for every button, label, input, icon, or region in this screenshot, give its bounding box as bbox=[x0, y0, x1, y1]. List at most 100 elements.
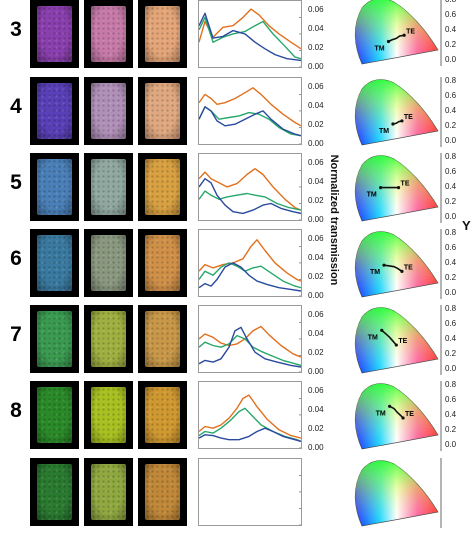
green-series-line bbox=[199, 334, 301, 367]
color-swatch bbox=[145, 387, 180, 443]
swatch-texture bbox=[145, 83, 180, 139]
blue-series-line bbox=[199, 262, 301, 292]
swatch-texture bbox=[91, 83, 126, 139]
te-point bbox=[400, 269, 404, 273]
swatch-texture bbox=[37, 311, 72, 367]
color-swatch-tile bbox=[138, 153, 187, 221]
transmission-spectrum-plot bbox=[198, 153, 302, 221]
blue-series-line bbox=[199, 427, 301, 443]
tm-label: TM bbox=[374, 45, 384, 52]
transmission-spectrum-plot bbox=[198, 381, 302, 449]
cie-tick-label: 0.6 bbox=[445, 10, 457, 19]
color-swatch-tile bbox=[138, 381, 187, 449]
color-swatch bbox=[37, 311, 72, 367]
color-swatch bbox=[37, 159, 72, 215]
color-swatch bbox=[145, 311, 180, 367]
tm-label: TM bbox=[370, 269, 380, 276]
blue-series-line bbox=[199, 106, 301, 137]
spectrum-tick-label: 0.02 bbox=[308, 120, 324, 129]
spectrum-svg bbox=[299, 474, 301, 525]
swatch-texture bbox=[37, 83, 72, 139]
swatch-texture bbox=[145, 159, 180, 215]
transmission-spectrum-plot bbox=[198, 0, 302, 68]
tm-label: TM bbox=[367, 192, 377, 199]
te-point bbox=[400, 119, 404, 123]
cie-chromaticity-diagram: TM TE bbox=[350, 153, 442, 223]
cie-svg: TM TE bbox=[354, 305, 442, 375]
spectrum-y-axis-label: Normalized transmission bbox=[328, 120, 340, 320]
spectrum-tick-label: 0.00 bbox=[308, 443, 324, 452]
cie-tick-label: 0.4 bbox=[445, 410, 457, 419]
spectrum-tick-label: 0.00 bbox=[308, 291, 324, 300]
spectrum-y-axis-label-text: Normalized transmission bbox=[328, 154, 340, 286]
cie-tick-label: 0.2 bbox=[445, 197, 457, 206]
spectrum-tick-label: 0.06 bbox=[308, 158, 324, 167]
row-label: 3 bbox=[10, 18, 22, 41]
green-series-line bbox=[199, 106, 301, 137]
cie-tick-label: 0.8 bbox=[445, 380, 457, 389]
cie-tick-label: 0.8 bbox=[445, 0, 456, 4]
spectrum-tick-label: 0.00 bbox=[308, 367, 324, 376]
cie-chromaticity-diagram: TM TE bbox=[350, 229, 442, 299]
color-swatch-tile bbox=[84, 77, 133, 145]
tm-point bbox=[391, 122, 395, 126]
color-swatch bbox=[37, 6, 72, 62]
cie-svg: TM TE bbox=[354, 229, 442, 299]
row-label: 4 bbox=[10, 95, 22, 118]
tm-te-path bbox=[388, 34, 405, 43]
cie-chromaticity-diagram bbox=[350, 458, 442, 528]
swatch-texture bbox=[91, 159, 126, 215]
blue-series-line bbox=[199, 178, 301, 215]
color-swatch-tile bbox=[30, 458, 79, 526]
cie-locus-overlay bbox=[355, 0, 438, 64]
cie-tick-label: 0.0 bbox=[445, 136, 457, 145]
orange-series-line bbox=[199, 239, 301, 282]
orange-series-line bbox=[199, 167, 301, 211]
swatch-texture bbox=[145, 387, 180, 443]
cie-tick-label: 0.8 bbox=[445, 152, 457, 161]
color-swatch bbox=[145, 6, 180, 62]
cie-tick-label: 0.4 bbox=[445, 258, 457, 267]
cie-y-axis-label: Y bbox=[462, 218, 471, 233]
spectrum-tick-label: 0.04 bbox=[308, 253, 324, 262]
spectrum-svg bbox=[199, 8, 301, 67]
color-swatch bbox=[91, 387, 126, 443]
color-swatch bbox=[145, 159, 180, 215]
cie-tick-label: 0.8 bbox=[445, 228, 457, 237]
cie-tick-label: 0.0 bbox=[445, 55, 457, 64]
cie-tick-label: 0.8 bbox=[445, 76, 457, 85]
color-swatch bbox=[37, 387, 72, 443]
color-swatch bbox=[91, 6, 126, 62]
swatch-texture bbox=[91, 464, 126, 520]
color-swatch-tile bbox=[30, 229, 79, 297]
color-swatch bbox=[145, 83, 180, 139]
spectrum-tick-label: 0.02 bbox=[308, 348, 324, 357]
te-label: TE bbox=[405, 411, 414, 418]
color-swatch-tile bbox=[84, 381, 133, 449]
spectrum-tick-label: 0.04 bbox=[308, 329, 324, 338]
cie-locus-overlay bbox=[355, 231, 438, 297]
spectrum-tick-label: 0.06 bbox=[308, 386, 324, 395]
cie-tick-label: 0.2 bbox=[445, 425, 457, 434]
cie-tick-label: 0.8 bbox=[445, 304, 457, 313]
spectrum-tick-label: 0.04 bbox=[308, 177, 324, 186]
color-swatch-tile bbox=[30, 0, 79, 68]
cie-tick-label: 0.6 bbox=[445, 395, 457, 404]
cie-tick-label: 0.2 bbox=[445, 121, 457, 130]
orange-series-line bbox=[199, 394, 301, 439]
transmission-spectrum-plot bbox=[198, 77, 302, 145]
color-swatch-tile bbox=[30, 381, 79, 449]
swatch-texture bbox=[91, 311, 126, 367]
te-label: TE bbox=[401, 181, 410, 188]
color-swatch bbox=[145, 464, 180, 520]
swatch-texture bbox=[37, 464, 72, 520]
cie-chromaticity-diagram: TM TE bbox=[350, 77, 442, 147]
spectrum-tick-label: 0.04 bbox=[308, 101, 324, 110]
tm-point bbox=[380, 328, 384, 332]
tm-label: TM bbox=[368, 334, 378, 341]
spectrum-tick-label: 0.06 bbox=[308, 310, 324, 319]
blue-series-line bbox=[199, 12, 301, 62]
color-swatch-tile bbox=[84, 305, 133, 373]
spectrum-tick-label: 0.06 bbox=[308, 82, 324, 91]
cie-tick-label: 0.4 bbox=[445, 334, 457, 343]
